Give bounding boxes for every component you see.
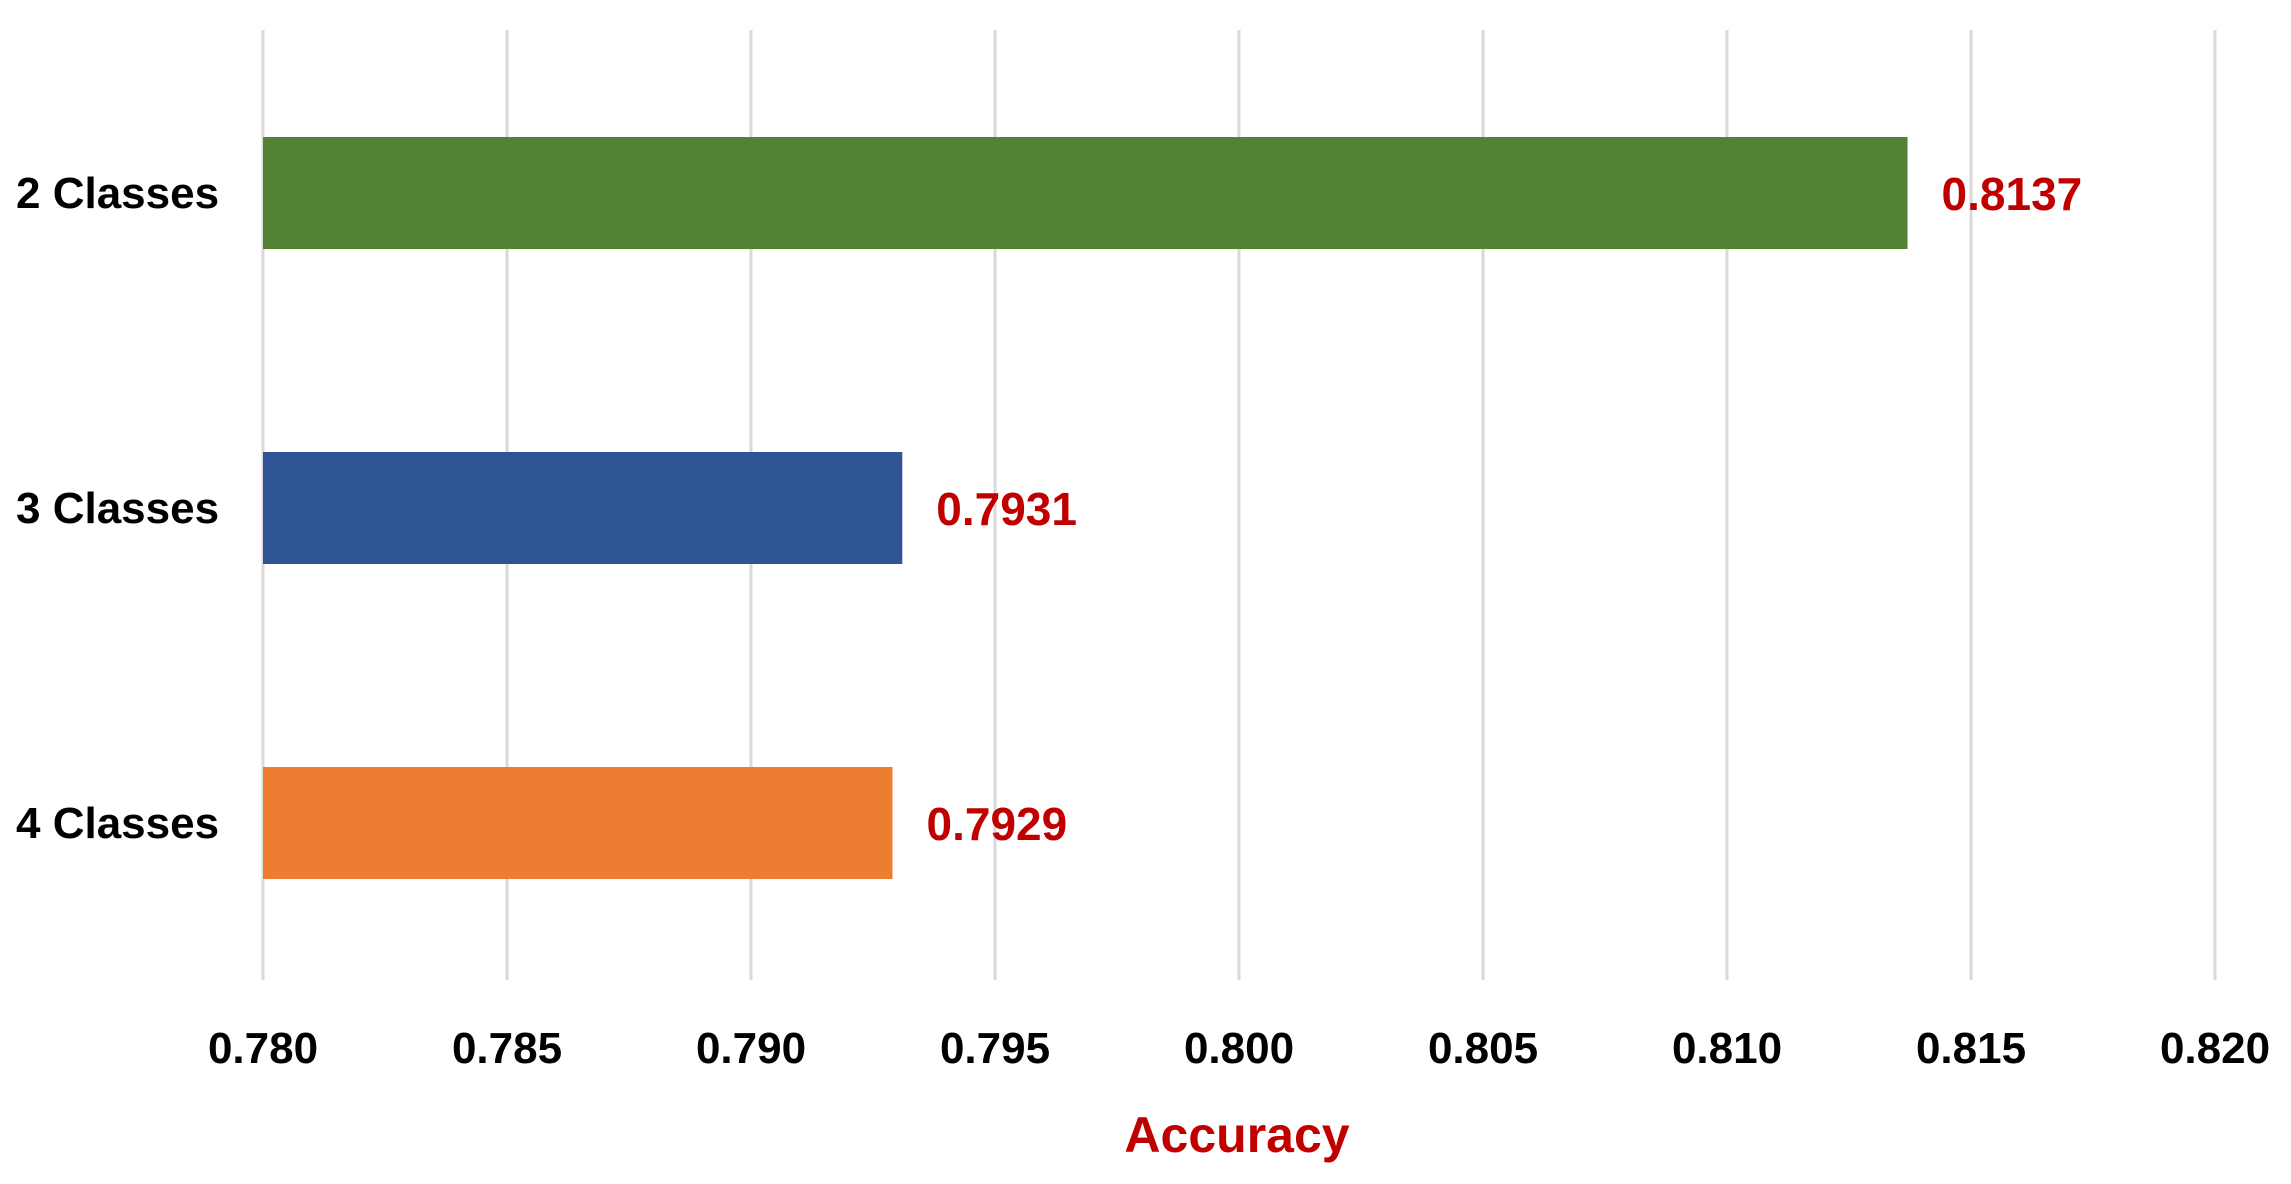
x-tick-label-8: 0.820	[2160, 1024, 2270, 1073]
x-tick-label-4: 0.800	[1184, 1024, 1294, 1073]
x-tick-label-3: 0.795	[940, 1024, 1050, 1073]
x-axis-title: Accuracy	[1124, 1107, 1349, 1163]
data-label-2: 0.7931	[936, 483, 1077, 535]
bar-1	[263, 137, 1908, 249]
x-tick-label-1: 0.785	[452, 1024, 562, 1073]
x-tick-label-2: 0.790	[696, 1024, 806, 1073]
x-tick-label-7: 0.815	[1916, 1024, 2026, 1073]
x-tick-label-6: 0.810	[1672, 1024, 1782, 1073]
category-label-2: 3 Classes	[16, 484, 219, 533]
x-tick-label-5: 0.805	[1428, 1024, 1538, 1073]
data-label-3: 0.7929	[927, 798, 1068, 850]
category-label-1: 2 Classes	[16, 169, 219, 218]
x-tick-label-0: 0.780	[208, 1024, 318, 1073]
bar-3	[263, 767, 893, 879]
data-label-1: 0.8137	[1942, 168, 2083, 220]
x-tick-labels: 0.780 0.785 0.790 0.795 0.800 0.805 0.810 0.815…	[208, 1024, 2270, 1073]
category-label-3: 4 Classes	[16, 799, 219, 848]
data-labels: 0.8137 0.7931 0.7929	[927, 168, 2083, 850]
category-labels: 2 Classes 3 Classes 4 Classes	[16, 169, 219, 848]
bar-2	[263, 452, 903, 564]
bars	[263, 137, 1908, 879]
